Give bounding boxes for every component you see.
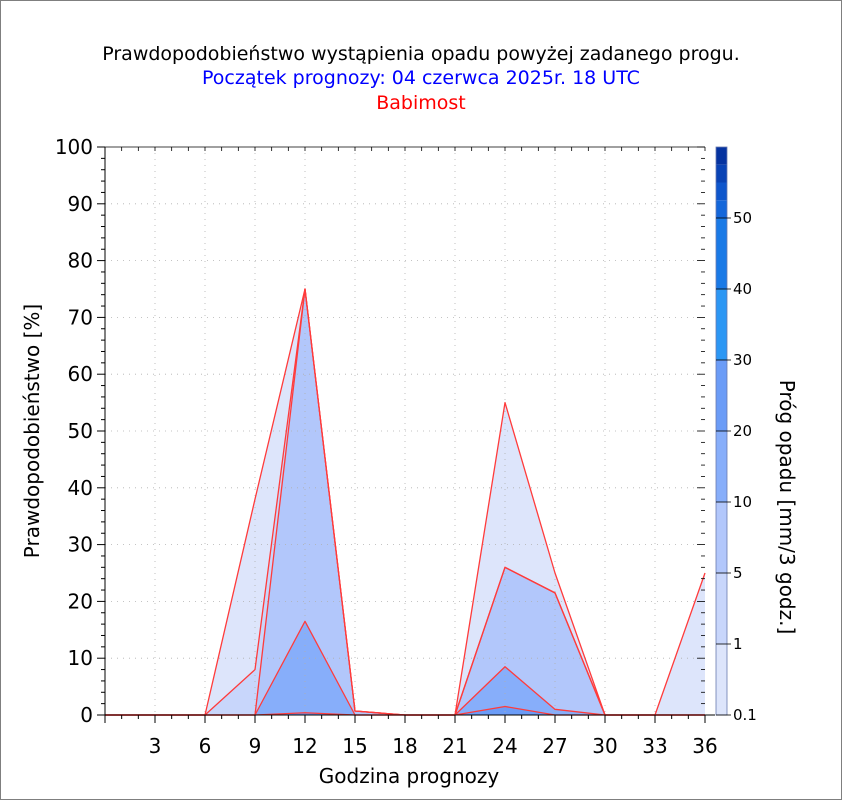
colorbar-tick-label: 10 [733, 493, 752, 511]
chart-subtitle: Początek prognozy: 04 czerwca 2025r. 18 … [202, 67, 640, 89]
series-line-20 [105, 705, 705, 716]
location-label: Babimost [376, 92, 466, 114]
area-threshold-5 [105, 289, 705, 715]
colorbar-segment [716, 431, 727, 502]
colorbar-segment [716, 360, 727, 431]
grid-lines [105, 147, 705, 715]
x-tick-label: 9 [249, 734, 262, 758]
colorbar-tick-label: 40 [733, 280, 752, 298]
x-tick-label: 33 [642, 734, 667, 758]
probability-areas [105, 289, 705, 715]
colorbar-segment [716, 502, 727, 573]
x-tick-label: 15 [342, 734, 367, 758]
colorbar-tick-label: 30 [733, 351, 752, 369]
x-tick-label: 12 [292, 734, 317, 758]
colorbar-segment [716, 218, 727, 289]
y-tick-label: 50 [68, 419, 93, 443]
colorbar-tick-label: 50 [733, 209, 752, 227]
colorbar-segment [716, 573, 727, 644]
x-axis-label: Godzina prognozy [319, 764, 500, 788]
y-tick-label: 80 [68, 249, 93, 273]
x-tick-label: 18 [392, 734, 417, 758]
y-axis-label: Prawdopodobieństwo [%] [20, 304, 44, 558]
y-tick-label: 90 [68, 192, 93, 216]
x-tick-label: 27 [542, 734, 567, 758]
colorbar-tick-label: 5 [733, 564, 743, 582]
x-tick-label: 6 [199, 734, 212, 758]
colorbar-segment [716, 200, 727, 218]
y-tick-label: 0 [80, 703, 93, 727]
y-tick-label: 20 [68, 589, 93, 613]
y-tick-label: 40 [68, 476, 93, 500]
colorbar-segment [716, 182, 727, 201]
threshold-colorbar: 0.1 1 5 10 20 30 40 50 [715, 146, 757, 724]
colorbar-tick-label: 0.1 [733, 706, 757, 724]
chart-title: Prawdopodobieństwo wystąpienia opadu pow… [102, 43, 740, 65]
y-tick-label: 30 [68, 533, 93, 557]
colorbar-label: Próg opadu [mm/3 godz.] [775, 380, 799, 635]
x-tick-label: 24 [492, 734, 517, 758]
x-tick-label: 3 [149, 734, 162, 758]
colorbar-segment [716, 164, 727, 183]
colorbar-segment [716, 289, 727, 360]
y-tick-label: 60 [68, 362, 93, 386]
y-tick-label: 70 [68, 305, 93, 329]
colorbar-tick-label: 20 [733, 422, 752, 440]
x-tick-label: 30 [592, 734, 617, 758]
x-tick-label: 36 [692, 734, 717, 758]
series-line-10 [105, 620, 705, 716]
colorbar-segment [716, 147, 727, 165]
area-threshold-20 [105, 706, 705, 715]
colorbar-segment [716, 644, 727, 715]
y-tick-label: 10 [68, 646, 93, 670]
y-tick-label: 100 [55, 135, 93, 159]
colorbar-tick-label: 1 [733, 635, 743, 653]
x-tick-label: 21 [442, 734, 467, 758]
area-threshold-10 [105, 621, 705, 715]
